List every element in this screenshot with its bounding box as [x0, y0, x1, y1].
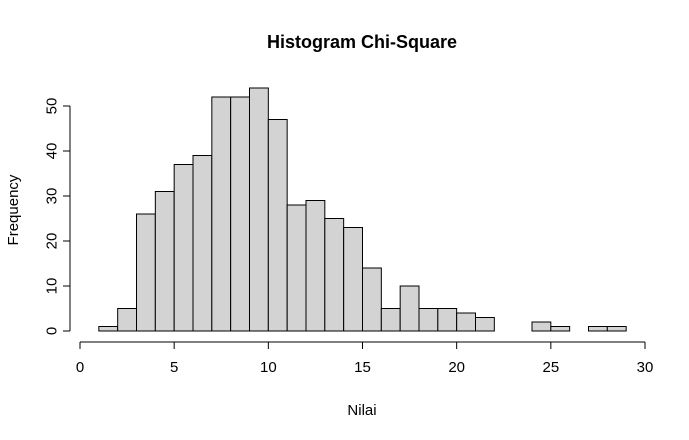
histogram-bar: [98, 326, 119, 332]
y-axis-label: Frequency: [5, 174, 22, 245]
histogram-bar: [456, 312, 477, 332]
histogram-bar: [249, 87, 269, 332]
histogram-bar: [550, 326, 571, 332]
histogram-bar: [324, 218, 345, 332]
x-tick-label: 20: [448, 359, 465, 376]
x-tick-label: 10: [260, 359, 277, 376]
histogram-bar: [117, 308, 137, 332]
histogram-bar: [211, 96, 232, 332]
x-tick-label: 25: [542, 359, 559, 376]
histogram-bar: [437, 308, 458, 332]
histogram-bar: [343, 227, 364, 332]
histogram-bar: [588, 326, 608, 332]
histogram-bar: [399, 285, 420, 332]
x-tick-label: 5: [170, 359, 178, 376]
x-tick-label: 30: [637, 359, 654, 376]
histogram-bar: [418, 308, 439, 332]
histogram-bar: [362, 267, 382, 332]
histogram-bar: [475, 317, 495, 332]
y-tick-label: 40: [44, 143, 61, 160]
histogram-bar: [230, 96, 250, 332]
bars-group: [98, 87, 627, 332]
x-axis: 0 5 10 15 20 25 30: [76, 341, 654, 376]
y-axis: 0 10 20 30 40 50: [44, 98, 71, 335]
y-tick-label: 30: [44, 188, 61, 205]
histogram-bar: [305, 200, 326, 332]
histogram-bar: [136, 213, 156, 332]
x-tick-label: 15: [354, 359, 371, 376]
histogram-bar: [531, 321, 552, 332]
x-axis-label: Nilai: [347, 402, 376, 419]
chart-title: Histogram Chi-Square: [267, 32, 457, 52]
histogram-bar: [267, 119, 288, 332]
histogram-bar: [380, 308, 401, 332]
y-tick-label: 50: [44, 98, 61, 115]
histogram-bar: [192, 155, 213, 332]
y-tick-label: 20: [44, 233, 61, 250]
histogram-bar: [286, 204, 307, 332]
histogram-bar: [606, 326, 627, 332]
histogram-bar: [173, 164, 194, 332]
y-tick-label: 10: [44, 278, 61, 295]
histogram-bar: [154, 191, 175, 332]
x-tick-label: 0: [76, 359, 84, 376]
y-tick-label: 0: [44, 327, 61, 335]
